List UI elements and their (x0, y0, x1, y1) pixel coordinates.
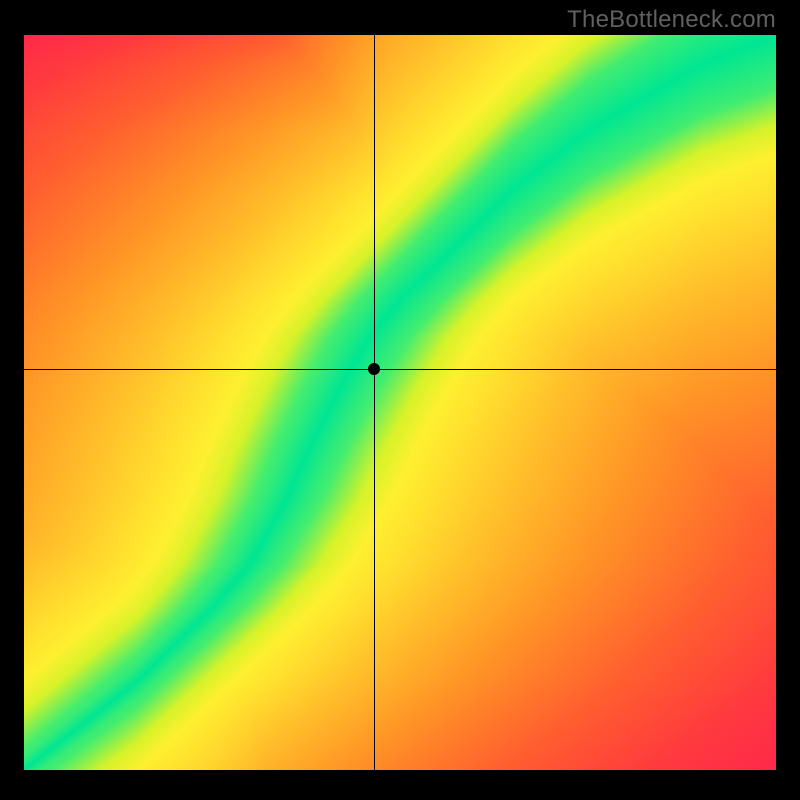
crosshair-vertical (374, 35, 375, 770)
heatmap-chart (24, 35, 776, 770)
watermark-text: TheBottleneck.com (567, 6, 776, 34)
selection-marker (368, 363, 380, 375)
heatmap-canvas (24, 35, 776, 770)
crosshair-horizontal (24, 369, 776, 370)
